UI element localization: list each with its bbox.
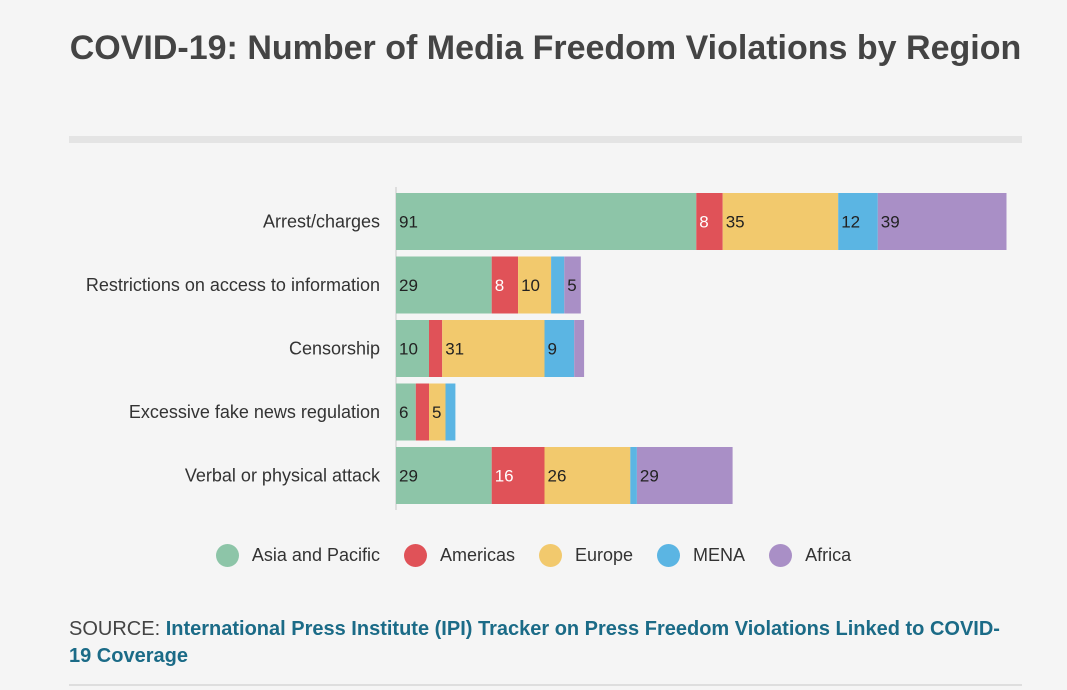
bar-segment <box>564 256 581 314</box>
data-label: 26 <box>548 467 567 486</box>
bar-segment <box>429 320 443 377</box>
data-label: 6 <box>399 403 408 422</box>
category-label: Restrictions on access to information <box>86 275 380 295</box>
legend-item: Asia and Pacific <box>215 544 380 567</box>
bar-segment <box>491 256 519 314</box>
bar-segment <box>445 383 456 441</box>
bar-segment <box>491 447 545 504</box>
bar-segment <box>396 320 429 377</box>
data-label: 35 <box>726 213 745 232</box>
bar-segment <box>396 447 492 504</box>
legend-swatch <box>539 544 562 567</box>
category-label: Excessive fake news regulation <box>129 402 380 422</box>
data-label: 16 <box>495 467 514 486</box>
title-divider <box>69 136 1022 143</box>
legend-item: Europe <box>539 544 633 567</box>
legend-item: Africa <box>769 544 851 567</box>
source-prefix: SOURCE: <box>69 618 166 640</box>
data-label: 12 <box>841 213 860 232</box>
legend-swatch <box>403 544 427 567</box>
legend-label: Africa <box>805 545 852 565</box>
chart-title: COVID-19: Number of Media Freedom Violat… <box>69 29 1022 67</box>
legend-swatch <box>215 544 239 567</box>
bar-segment <box>396 193 697 250</box>
bar-segment <box>544 320 575 377</box>
bar-segment <box>518 256 552 314</box>
bar-segment <box>442 320 545 377</box>
data-label: 10 <box>521 276 540 295</box>
bar-segment <box>396 256 492 314</box>
legend-label: Asia and Pacific <box>251 545 380 565</box>
bar-segment <box>544 447 631 504</box>
bar-segment <box>429 383 446 441</box>
bottom-divider <box>69 684 1022 686</box>
source-link[interactable]: International Press Institute (IPI) Trac… <box>69 618 1000 667</box>
bar-segment <box>696 193 723 250</box>
bar-segment <box>722 193 839 250</box>
data-label: 29 <box>399 467 418 486</box>
data-label: 91 <box>399 213 418 232</box>
legend-swatch <box>657 544 681 567</box>
category-label: Verbal or physical attack <box>185 466 381 486</box>
bar-segment <box>396 383 416 441</box>
bar-segment <box>574 320 585 377</box>
data-label: 5 <box>567 276 576 295</box>
bar-segment <box>630 447 637 504</box>
source-note: SOURCE: International Press Institute (I… <box>69 616 1022 670</box>
data-label: 29 <box>399 276 418 295</box>
category-label: Censorship <box>289 339 380 359</box>
stacked-bar-chart: Arrest/charges 91 8 35 12 39 Restrictions on a… <box>86 187 1007 510</box>
data-label: 8 <box>699 213 708 232</box>
data-label: 9 <box>548 340 557 359</box>
data-label: 8 <box>495 276 504 295</box>
data-label: 5 <box>432 403 441 422</box>
data-label: 29 <box>640 467 659 486</box>
bar-segment <box>877 193 1007 250</box>
data-label: 39 <box>881 213 900 232</box>
legend-swatch <box>769 544 793 567</box>
bar-segment <box>636 447 733 504</box>
legend-label: MENA <box>693 545 746 565</box>
category-label: Arrest/charges <box>263 212 380 232</box>
data-label: 31 <box>445 340 464 359</box>
legend-item: MENA <box>657 544 745 567</box>
legend-item: Americas <box>403 544 515 567</box>
data-label: 10 <box>399 340 418 359</box>
bar-segment <box>415 383 429 441</box>
bar-segment <box>838 193 878 250</box>
bar-segment <box>551 256 565 314</box>
legend-label: Europe <box>575 545 634 565</box>
legend-label: Americas <box>439 545 515 565</box>
chart-legend: Asia and Pacific Americas Europe MENA Africa <box>0 544 1067 567</box>
